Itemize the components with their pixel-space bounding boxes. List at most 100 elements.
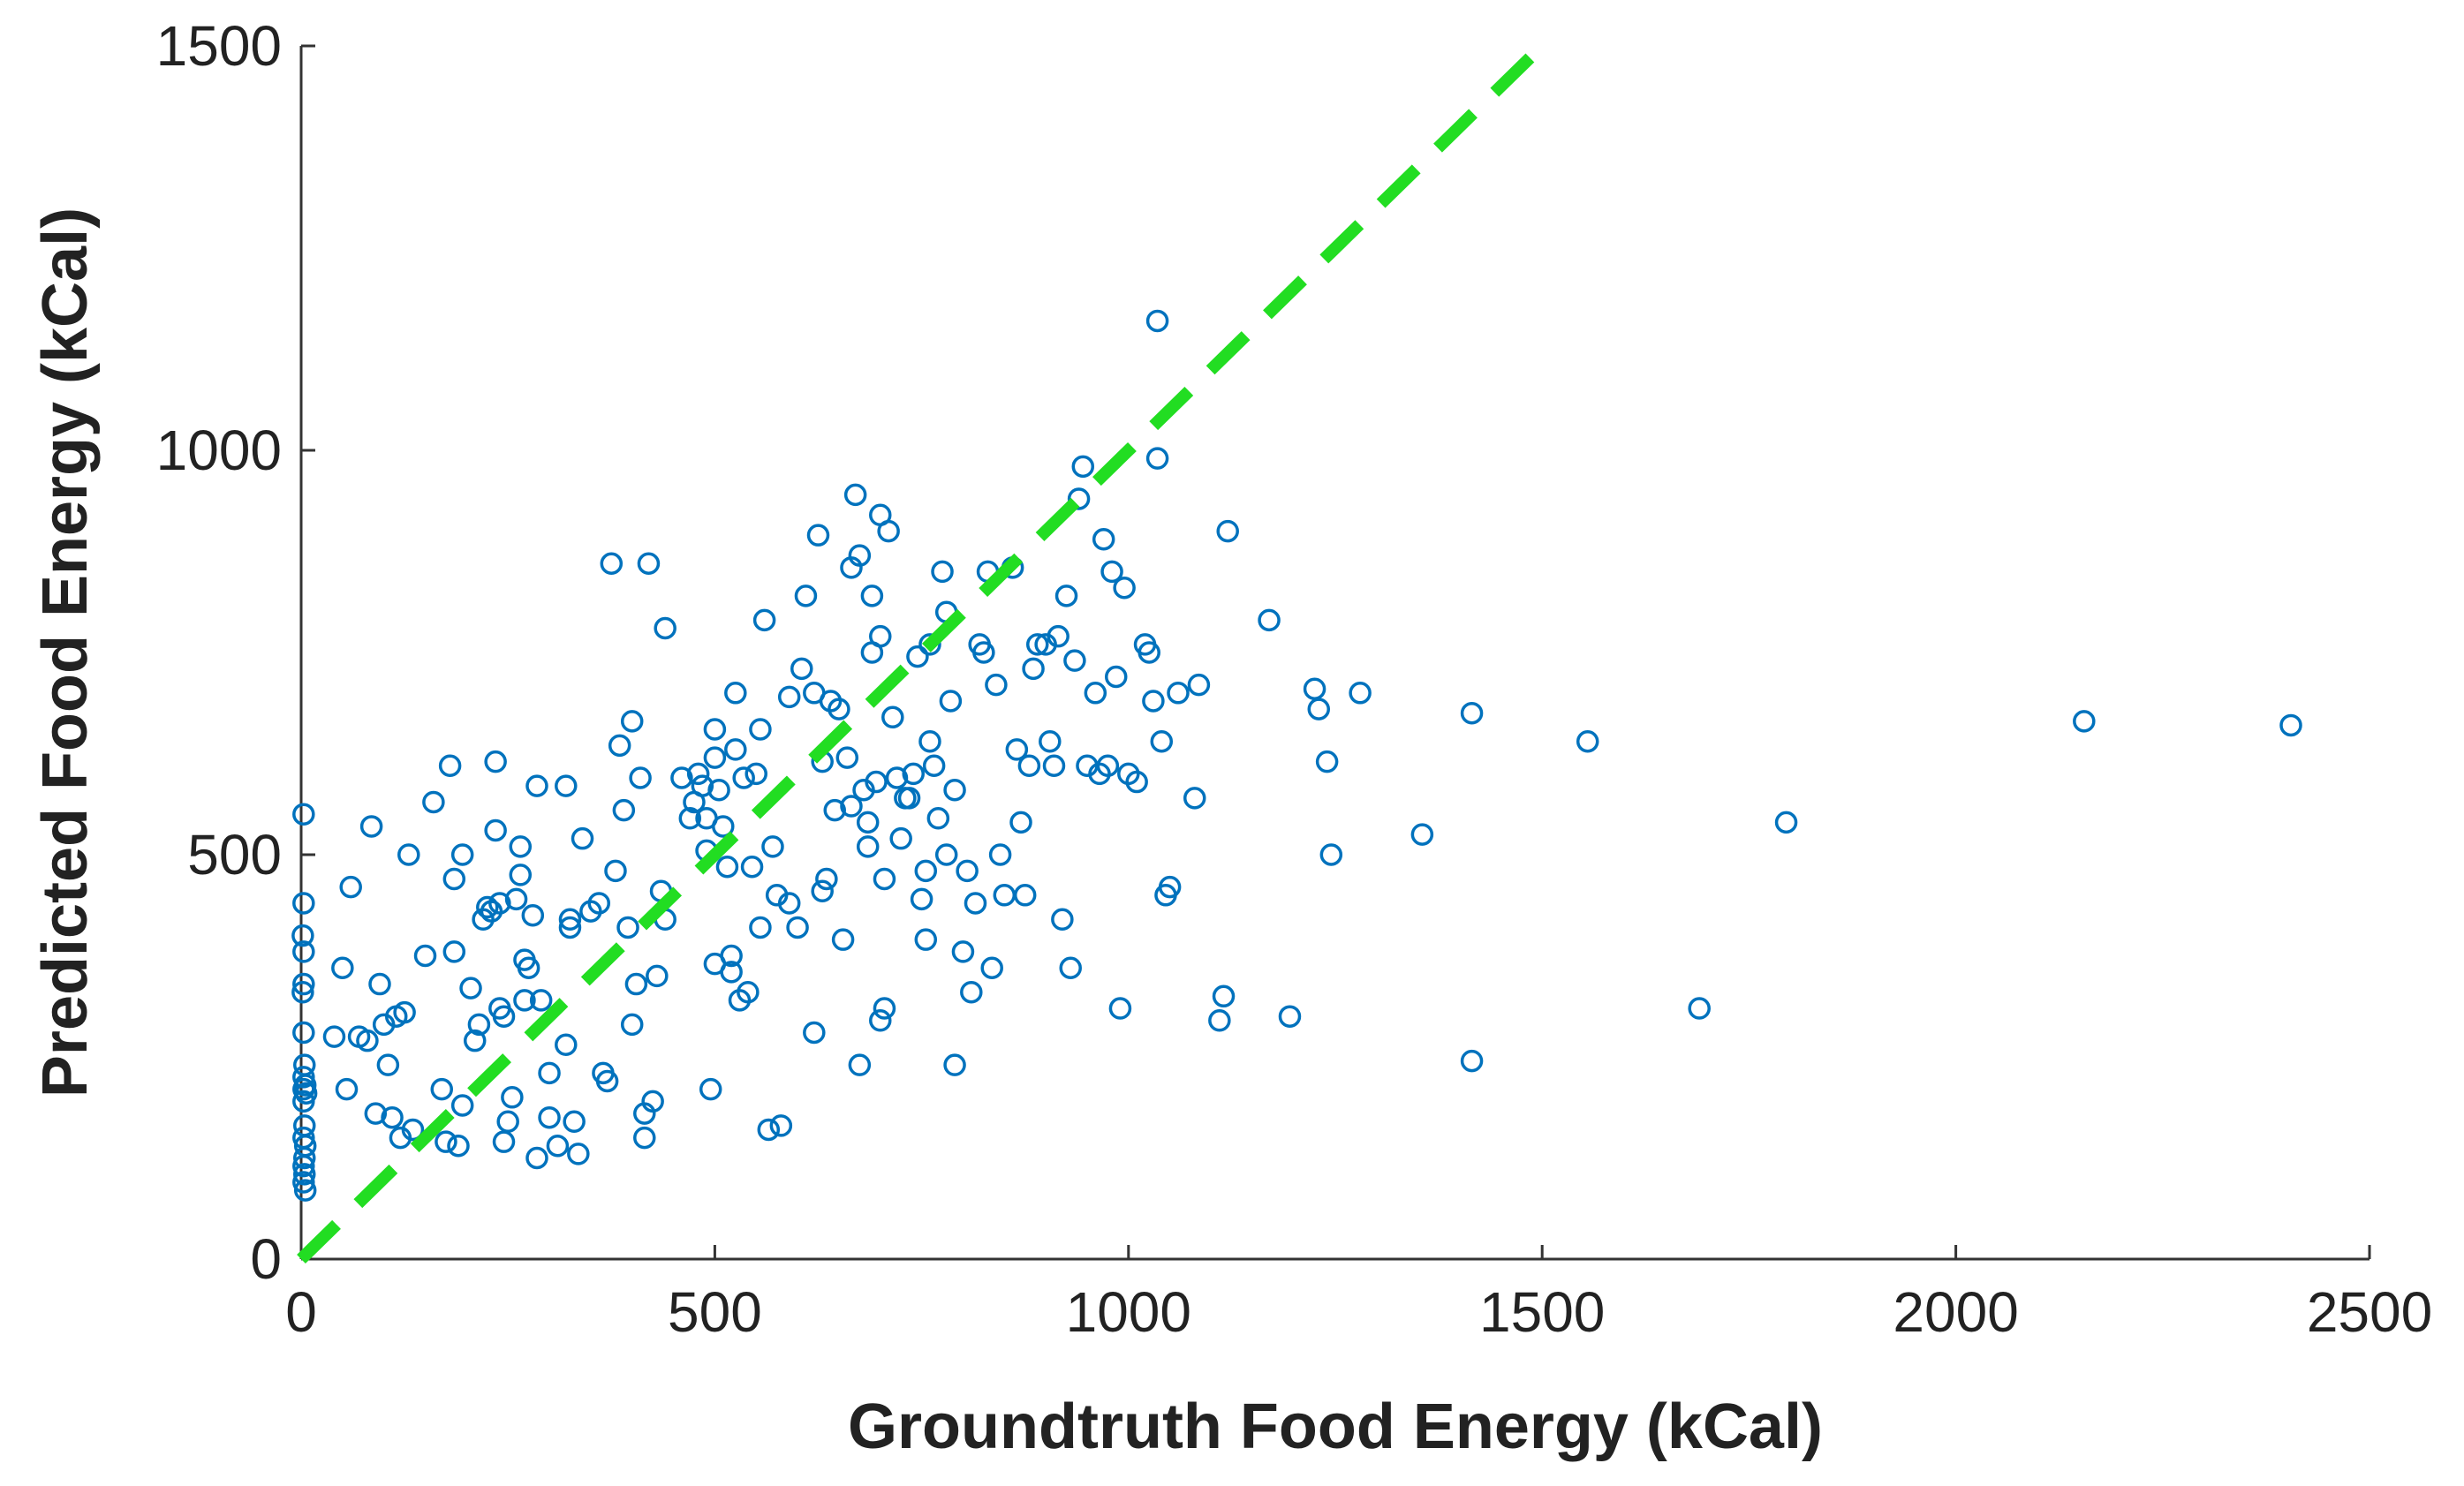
data-point (629, 766, 652, 789)
data-point (335, 1077, 359, 1101)
data-point (860, 585, 884, 607)
data-points (291, 309, 2302, 1202)
data-point (292, 1163, 316, 1186)
data-point (331, 956, 354, 979)
data-point (988, 843, 1012, 866)
data-point (1047, 624, 1069, 648)
data-point (790, 657, 813, 681)
data-point (686, 762, 710, 786)
data-point (356, 1029, 379, 1052)
data-point (1125, 770, 1148, 794)
data-point (620, 710, 644, 733)
data-point (1108, 997, 1132, 1020)
data-point (567, 1143, 590, 1165)
data-point (749, 916, 772, 939)
data-point (980, 956, 1003, 979)
data-point (939, 690, 963, 713)
data-point (538, 1061, 561, 1085)
data-point (1774, 811, 1798, 834)
data-point (322, 1025, 346, 1048)
data-point (889, 826, 912, 850)
data-point (1150, 730, 1174, 753)
data-point (571, 826, 594, 850)
x-tick-label: 0 (285, 1280, 317, 1344)
data-point (612, 798, 636, 822)
data-point (1688, 997, 1711, 1020)
data-point (1258, 608, 1281, 632)
data-point (777, 685, 801, 709)
data-point (1145, 447, 1169, 470)
data-point (292, 1090, 315, 1113)
data-point (922, 754, 946, 777)
data-point (538, 1105, 561, 1129)
data-point (869, 1009, 892, 1032)
data-point (422, 790, 445, 814)
data-point (1576, 730, 1599, 753)
data-point (381, 1105, 404, 1129)
data-point (828, 698, 850, 720)
data-point (856, 835, 880, 858)
data-point (914, 859, 938, 883)
data-point (1026, 633, 1049, 656)
data-point (985, 673, 1008, 697)
data-point (413, 944, 437, 968)
data-point (918, 633, 941, 656)
data-point (1216, 519, 1239, 543)
data-point (558, 916, 582, 939)
data-point (517, 956, 540, 979)
data-point (1158, 875, 1182, 899)
data-point (964, 892, 987, 915)
data-point (906, 645, 929, 668)
data-point (292, 940, 315, 963)
data-point (2279, 713, 2302, 737)
data-point (401, 1118, 425, 1142)
data-point (1315, 750, 1339, 773)
data-point (707, 778, 730, 802)
data-point (364, 1102, 388, 1125)
x-tick-label: 1500 (1479, 1280, 1605, 1344)
data-point (1039, 730, 1062, 753)
data-point (749, 718, 772, 741)
y-axis-title: Predicted Food Energy (kCal) (30, 207, 101, 1098)
data-point (620, 1013, 644, 1037)
data-point (712, 815, 735, 838)
data-point (509, 835, 533, 858)
data-point (292, 1066, 315, 1089)
data-point (1092, 528, 1115, 551)
data-point (902, 762, 925, 786)
data-point (1084, 682, 1107, 705)
data-point (292, 1171, 315, 1194)
data-point (1071, 455, 1095, 479)
data-point (740, 855, 764, 879)
data-point (1017, 754, 1041, 777)
data-point (1212, 984, 1236, 1008)
data-point (926, 807, 950, 830)
data-point (703, 746, 727, 769)
data-point (293, 1179, 317, 1202)
data-point (646, 964, 669, 988)
data-point (476, 895, 499, 919)
data-point (724, 738, 747, 761)
data-point (831, 928, 855, 951)
data-point (934, 843, 958, 866)
data-point (848, 544, 872, 567)
x-tick-label: 2000 (1893, 1280, 2018, 1344)
data-point (463, 1029, 487, 1052)
data-point (670, 766, 693, 789)
data-point (732, 766, 755, 789)
data-point (691, 774, 714, 797)
data-point (292, 1154, 315, 1178)
data-point (624, 972, 648, 996)
data-point (359, 815, 383, 838)
data-point (869, 624, 892, 648)
data-point (803, 1021, 826, 1045)
data-point (292, 803, 315, 826)
data-point (910, 887, 933, 911)
data-point (1138, 641, 1160, 664)
data-point (960, 980, 983, 1004)
data-point (1460, 1049, 1484, 1073)
data-point (1104, 665, 1128, 689)
data-point (484, 750, 507, 773)
data-point (1022, 657, 1045, 681)
